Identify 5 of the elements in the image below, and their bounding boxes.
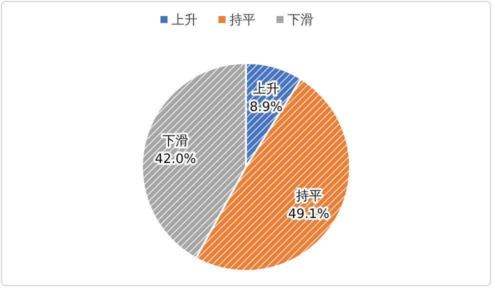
data-label: 42.0% [154, 152, 196, 167]
legend-label: 下滑 [288, 13, 314, 28]
legend-label: 持平 [230, 13, 256, 28]
legend-label: 上升 [172, 13, 198, 28]
slice-label: 下滑 [162, 134, 188, 149]
